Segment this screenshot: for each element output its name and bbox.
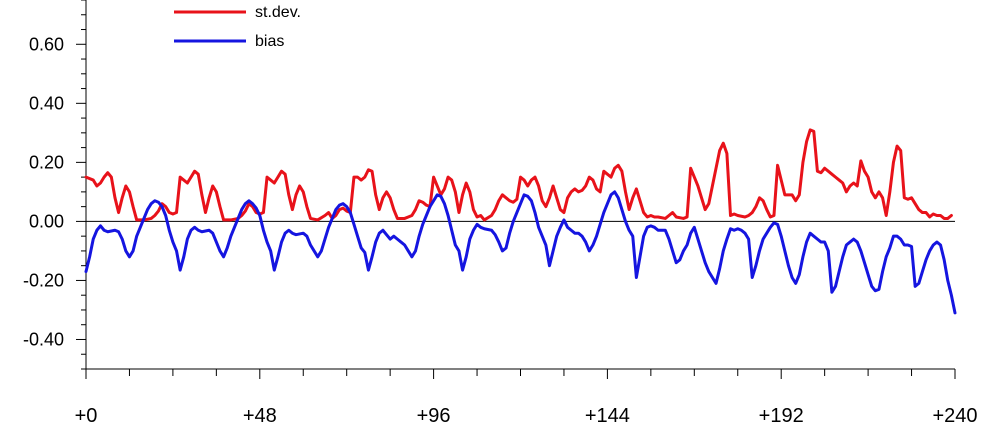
legend: st.dev. bias (174, 4, 301, 50)
x-tick-label: +144 (585, 405, 630, 423)
y-tick-label: -0.40 (23, 329, 64, 349)
series-lines (84, 128, 957, 315)
y-tick-label: 0.60 (29, 34, 64, 54)
y-tick-label: 0.40 (29, 93, 64, 113)
x-tick-label: +96 (417, 405, 451, 423)
series-line-st-dev (84, 128, 953, 222)
y-tick-label: -0.20 (23, 270, 64, 290)
y-tick-label: 0.20 (29, 152, 64, 172)
y-tick-label: 0.00 (29, 211, 64, 231)
x-tick-label: +192 (759, 405, 804, 423)
legend-label-bias: bias (255, 33, 284, 50)
series-line-bias (84, 190, 957, 315)
x-tick-label: +48 (243, 405, 277, 423)
axes: -0.40 -0.20 0.00 0.20 0.40 0.60 +0 +48 +96 +144 +1… (23, 0, 978, 423)
x-tick-label: +240 (932, 405, 977, 423)
x-tick-label: +0 (75, 405, 98, 423)
legend-label-st-dev: st.dev. (255, 4, 301, 21)
